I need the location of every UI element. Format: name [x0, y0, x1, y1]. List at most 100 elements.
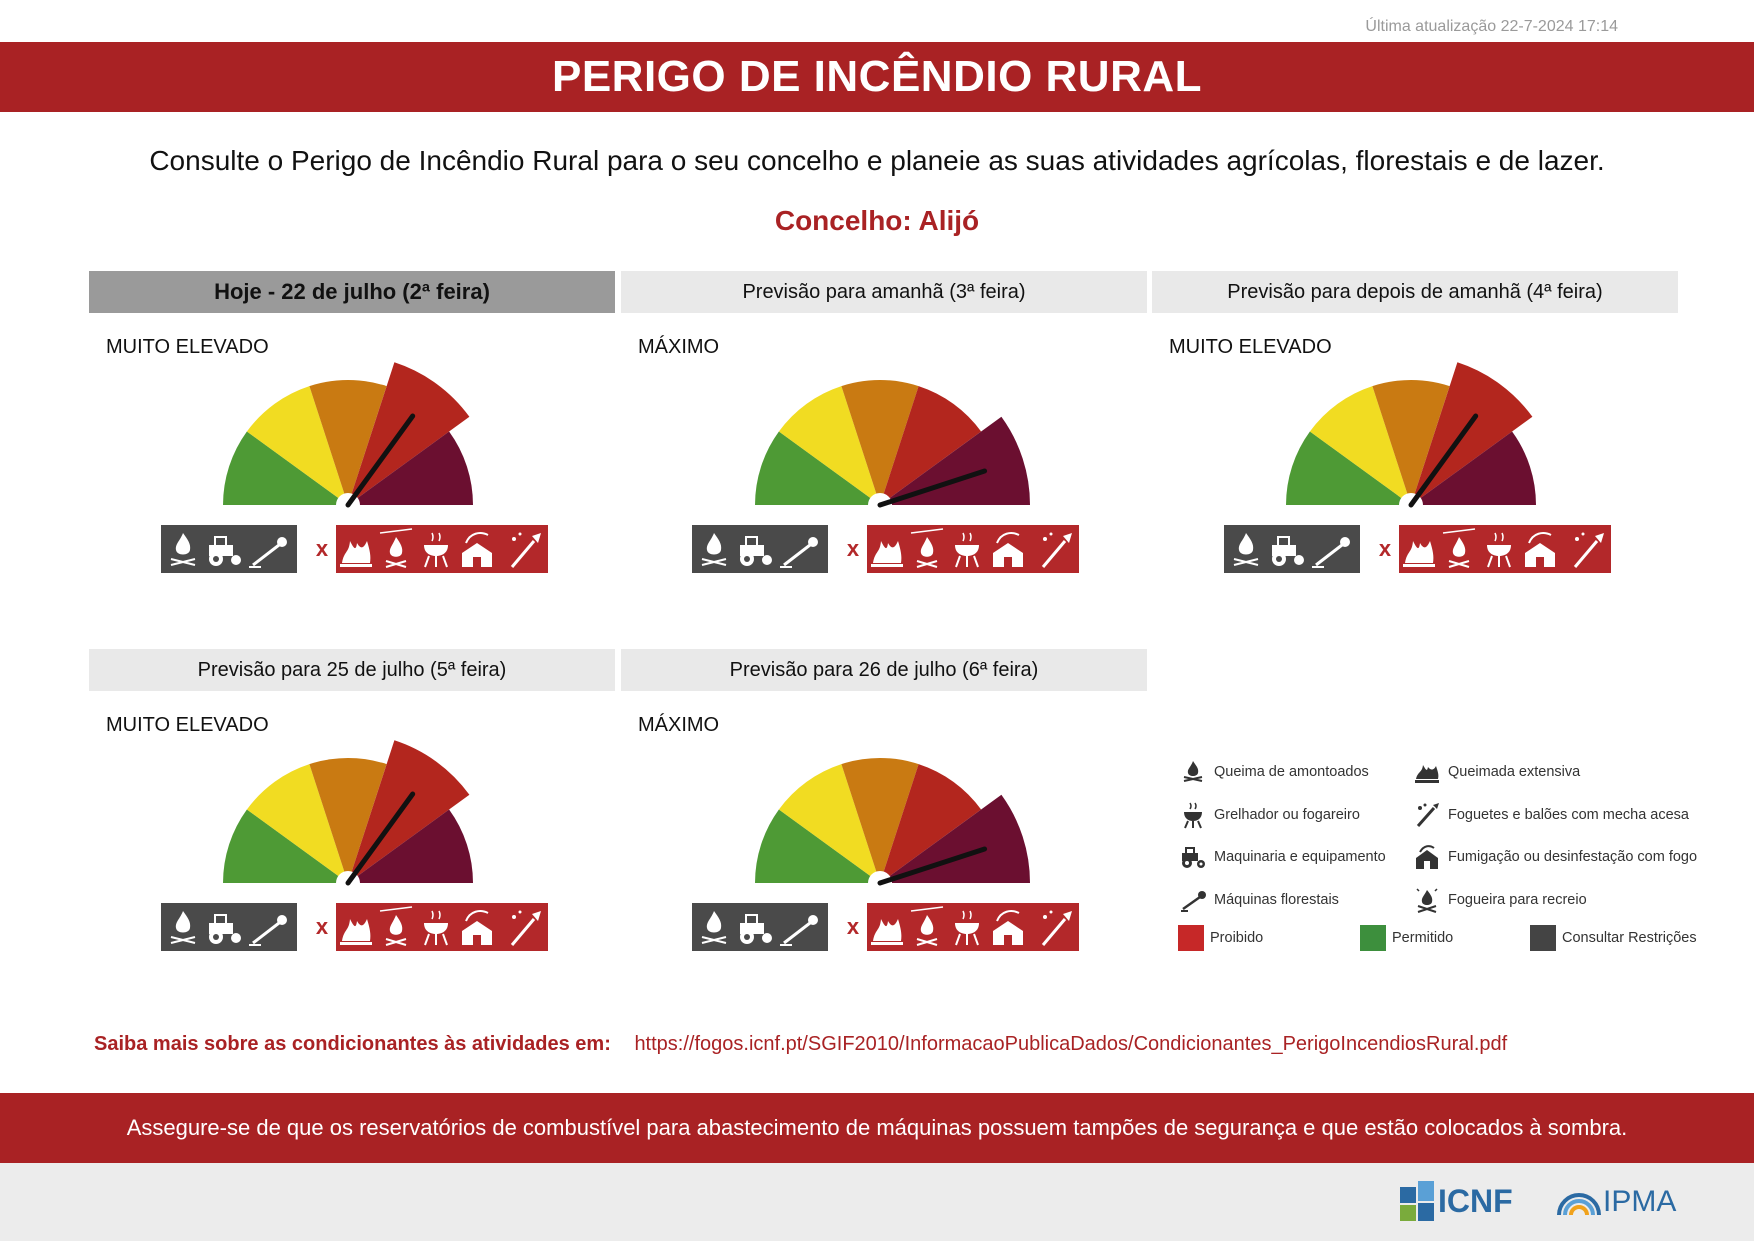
- fumigation-icon: [993, 910, 1023, 945]
- activities-after-tomorrow-separator: x: [1378, 536, 1392, 561]
- gauge-sector-2: [1309, 386, 1411, 505]
- gauge-needle: [345, 413, 416, 508]
- fumigation-icon: [1412, 842, 1442, 872]
- grill-icon: [1487, 532, 1511, 568]
- ipma-logo: IPMA: [1555, 1180, 1723, 1224]
- rocket-icon: [1041, 532, 1072, 568]
- gauge-sector-5: [1411, 431, 1536, 505]
- grill-icon: [1178, 800, 1208, 830]
- fumigation-icon: [462, 910, 492, 945]
- grill-icon: [424, 532, 448, 568]
- activities-after-tomorrow-prohibited-group: [1399, 525, 1611, 573]
- burning-pile-icon: [706, 911, 722, 933]
- bonfire-icon: [910, 906, 944, 946]
- danger-gauge-tomorrow: [730, 340, 1030, 510]
- activities-today-prohibited-group: [336, 525, 548, 573]
- activities-today-separator: x: [315, 536, 329, 561]
- gauge-sector-5: [348, 809, 473, 883]
- bonfire-icon: [1442, 528, 1476, 568]
- legend-item-forest-machine: Máquinas florestais: [1178, 885, 1339, 915]
- bonfire-icon: [379, 528, 413, 568]
- intro-text: Consulte o Perigo de Incêndio Rural para…: [149, 145, 1605, 176]
- activities-25-july-restrictions-group: [161, 903, 297, 951]
- legend-item-fumigation: Fumigação ou desinfestação com fogo: [1412, 842, 1697, 872]
- danger-level-26-july: MÁXIMO: [638, 714, 720, 736]
- grill-icon: [955, 910, 979, 946]
- burning-pile-icon: [1238, 533, 1254, 555]
- gauge-sector-4: [348, 740, 470, 883]
- gauge-sector-5: [880, 416, 1030, 505]
- grill-icon: [424, 910, 448, 946]
- fumigation-icon: [993, 532, 1023, 567]
- conditions-link[interactable]: https://fogos.icnf.pt/SGIF2010/Informaca…: [634, 1033, 1508, 1055]
- gauge-sector-4: [348, 362, 470, 505]
- gauge-sector-2: [778, 386, 880, 505]
- day-header-after-tomorrow: Previsão para depois de amanhã (4ª feira…: [1152, 271, 1678, 313]
- extensive-burn-icon: [871, 541, 903, 567]
- extensive-burn-icon: [1403, 541, 1435, 567]
- day-header-25-july: Previsão para 25 de julho (5ª feira): [89, 649, 615, 691]
- forest-machine-icon: [1312, 537, 1350, 568]
- gauge-sector-1: [1286, 431, 1411, 505]
- forest-machine-icon: [249, 537, 287, 568]
- gauge-hub: [868, 871, 892, 888]
- gauge-sector-2: [246, 764, 348, 883]
- bonfire-icon: [910, 528, 944, 568]
- gauge-sector-5: [348, 431, 473, 505]
- gauge-sector-3: [309, 757, 387, 883]
- extensive-burn-icon: [871, 919, 903, 945]
- burning-pile-icon: [175, 911, 191, 933]
- more-info-label: Saiba mais sobre as condicionantes às at…: [94, 1033, 611, 1055]
- extensive-burn-icon: [340, 541, 372, 567]
- activities-25-july-separator: x: [315, 914, 329, 939]
- gauge-sector-1: [223, 431, 348, 505]
- day-header-today: Hoje - 22 de julho (2ª feira): [89, 271, 615, 313]
- icnf-leaf-icon: [1400, 1181, 1434, 1221]
- more-info-line: Saiba mais sobre as condicionantes às at…: [94, 1033, 1507, 1056]
- rocket-icon: [1573, 532, 1604, 568]
- rocket-icon: [1412, 800, 1442, 830]
- danger-level-25-july: MUITO ELEVADO: [106, 714, 269, 736]
- rocket-icon: [510, 910, 541, 946]
- legend-item-grill: Grelhador ou fogareiro: [1178, 800, 1360, 830]
- tractor-icon: [740, 536, 772, 566]
- title-banner: PERIGO DE INCÊNDIO RURAL: [0, 42, 1754, 112]
- fumigation-icon: [462, 532, 492, 567]
- fumigation-icon: [1525, 532, 1555, 567]
- tractor-icon: [209, 914, 241, 944]
- activities-after-tomorrow-restrictions-group: [1224, 525, 1360, 573]
- forest-machine-icon: [249, 915, 287, 946]
- legend-item-bonfire: Fogueira para recreio: [1412, 885, 1587, 915]
- activities-26-july-separator: x: [846, 914, 860, 939]
- gauge-sector-4: [880, 764, 982, 883]
- bonfire-icon: [1412, 885, 1442, 915]
- danger-gauge-25-july: [198, 718, 498, 888]
- gauge-sector-1: [223, 809, 348, 883]
- burning-pile-icon: [175, 533, 191, 555]
- rocket-icon: [1041, 910, 1072, 946]
- danger-level-today: MUITO ELEVADO: [106, 336, 269, 358]
- gauge-sector-4: [1411, 362, 1533, 505]
- activities-26-july-restrictions-group: [692, 903, 828, 951]
- last-update-text: Última atualização 22-7-2024 17:14: [1365, 18, 1618, 35]
- gauge-sector-3: [841, 757, 919, 883]
- gauge-needle: [877, 846, 988, 886]
- legend-item-rocket: Foguetes e balões com mecha acesa: [1412, 800, 1689, 830]
- day-header-tomorrow: Previsão para amanhã (3ª feira): [621, 271, 1147, 313]
- gauge-sector-3: [309, 379, 387, 505]
- gauge-sector-4: [880, 386, 982, 505]
- gauge-sector-5: [880, 794, 1030, 883]
- gauge-needle: [345, 791, 416, 886]
- extensive-burn-icon: [340, 919, 372, 945]
- icnf-logo: ICNF: [1398, 1178, 1533, 1224]
- danger-gauge-today: [198, 340, 498, 510]
- activities-26-july-prohibited-group: [867, 903, 1079, 951]
- legend-status-prohibited: Proibido: [1178, 925, 1263, 951]
- tractor-icon: [740, 914, 772, 944]
- warning-banner: Assegure-se de que os reservatórios de c…: [0, 1093, 1754, 1163]
- footer: [0, 1163, 1754, 1241]
- activities-tomorrow-separator: x: [846, 536, 860, 561]
- gauge-sector-1: [755, 431, 880, 505]
- gauge-sector-3: [841, 379, 919, 505]
- burning-pile-icon: [1178, 757, 1208, 787]
